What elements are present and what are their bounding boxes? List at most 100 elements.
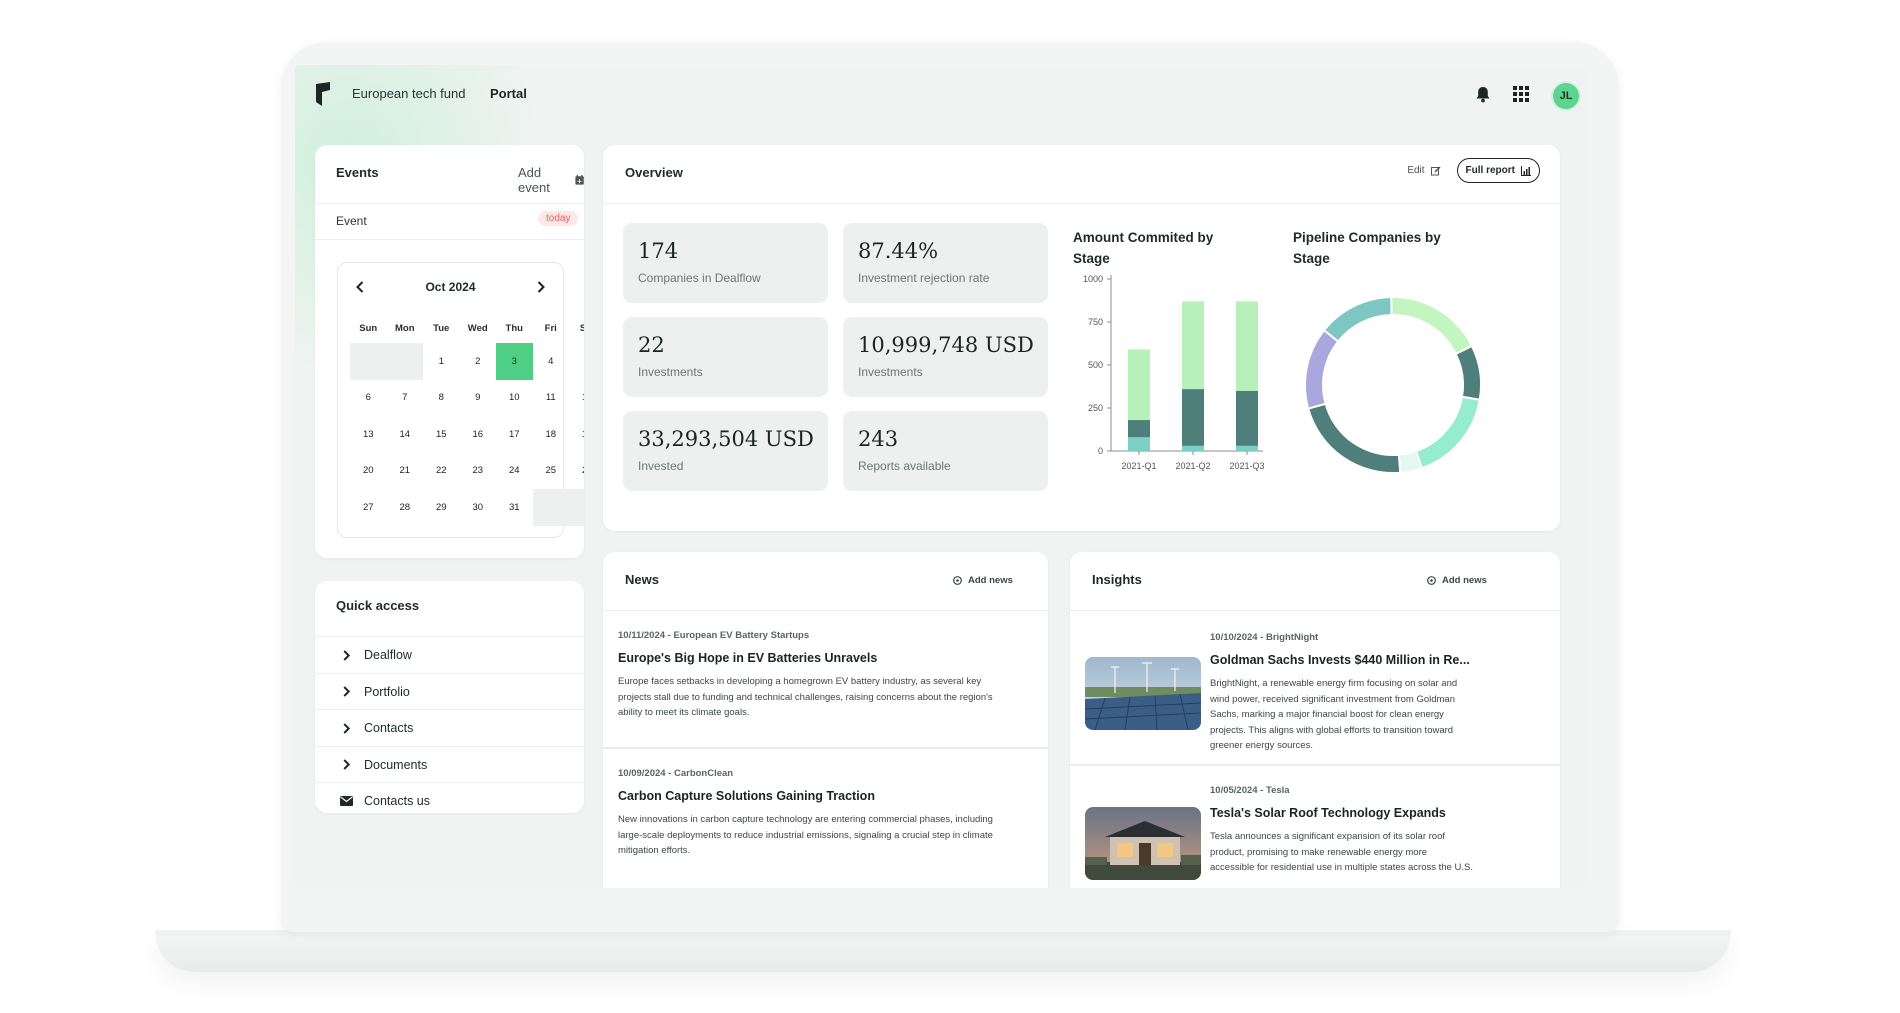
donut-slice[interactable] xyxy=(1304,328,1340,410)
calendar-day[interactable]: 17 xyxy=(508,428,520,440)
event-row-label[interactable]: Event xyxy=(336,214,367,228)
article[interactable]: 10/10/2024 - BrightNight Goldman Sachs In… xyxy=(1070,610,1560,766)
calendar-day[interactable]: 26 xyxy=(569,453,584,490)
stat-card[interactable]: 174 Companies in Dealflow xyxy=(623,223,828,303)
calendar-day[interactable]: 30 xyxy=(472,501,484,513)
calendar-day[interactable]: 5 xyxy=(569,343,584,380)
calendar-day[interactable]: 18 xyxy=(545,428,557,440)
article[interactable]: 10/09/2024 - CarbonClean Carbon Capture S… xyxy=(603,748,1048,886)
calendar-day[interactable]: 14 xyxy=(399,428,411,440)
stat-value: 174 xyxy=(638,239,679,263)
apps-grid-icon[interactable] xyxy=(1510,83,1532,105)
donut-slice[interactable] xyxy=(1306,402,1402,474)
calendar-day[interactable]: 16 xyxy=(472,428,484,440)
brand-logo-icon[interactable] xyxy=(315,82,331,106)
weekday-header: Thu xyxy=(505,322,523,334)
calendar-day[interactable]: 10 xyxy=(508,392,520,404)
calendar-day[interactable]: 23 xyxy=(472,465,484,477)
bar-segment[interactable] xyxy=(1128,437,1150,451)
solar-farm-image[interactable] xyxy=(1085,657,1201,730)
bar-segment[interactable] xyxy=(1236,390,1258,446)
quick-access-portfolio[interactable]: Portfolio xyxy=(315,672,584,710)
calendar-day[interactable]: 24 xyxy=(508,465,520,477)
calendar-day[interactable]: 25 xyxy=(545,465,557,477)
quick-access-dealflow[interactable]: Dealflow xyxy=(315,636,584,673)
user-avatar[interactable]: JL xyxy=(1551,81,1581,111)
article[interactable]: 10/05/2024 - Tesla Tesla's Solar Roof Tec… xyxy=(1070,765,1560,888)
chevron-right-icon xyxy=(336,722,356,734)
donut-slice[interactable] xyxy=(1414,395,1481,470)
envelope-icon xyxy=(336,796,356,806)
calendar-day[interactable]: 15 xyxy=(435,428,447,440)
article-title[interactable]: Goldman Sachs Invests $440 Million in Re… xyxy=(1210,653,1470,667)
edit-button[interactable]: Edit xyxy=(1407,165,1441,176)
stat-card[interactable]: 22 Investments xyxy=(623,317,828,397)
calendar-day[interactable]: 13 xyxy=(362,428,374,440)
stat-card[interactable]: 33,293,504 USD Invested xyxy=(623,411,828,491)
quick-access-contacts-us[interactable]: Contacts us xyxy=(315,782,584,813)
calendar-day-selected[interactable]: 3 xyxy=(496,343,533,380)
calendar-day[interactable]: 27 xyxy=(362,501,374,513)
article-summary-line: wind power, received significant investm… xyxy=(1210,693,1456,705)
calendar-day[interactable]: 2 xyxy=(475,355,481,367)
laptop-base xyxy=(155,930,1731,972)
full-report-button[interactable]: Full report xyxy=(1456,158,1540,183)
bar-segment[interactable] xyxy=(1182,301,1204,390)
calendar-day[interactable]: 8 xyxy=(438,392,444,404)
quick-access-label: Contacts xyxy=(364,721,414,735)
article-title[interactable]: Europe's Big Hope in EV Batteries Unrave… xyxy=(618,651,878,665)
events-card: Events Add event Event today Oct 2024 Su… xyxy=(315,145,584,558)
donut-slice[interactable] xyxy=(1322,295,1393,343)
app-title[interactable]: European tech fund xyxy=(352,86,466,101)
donut-slice[interactable] xyxy=(1454,344,1482,401)
bar-segment[interactable] xyxy=(1182,445,1204,451)
article-title[interactable]: Carbon Capture Solutions Gaining Tractio… xyxy=(618,789,875,803)
portal-link[interactable]: Portal xyxy=(490,86,527,101)
add-insight-button[interactable]: Add news xyxy=(1427,575,1487,586)
calendar-day[interactable]: 9 xyxy=(475,392,481,404)
calendar-day[interactable]: 20 xyxy=(362,465,374,477)
calendar-day[interactable]: 21 xyxy=(399,465,411,477)
chart-icon xyxy=(1521,165,1531,176)
bar-segment[interactable] xyxy=(1128,420,1150,438)
calendar-day[interactable]: 1 xyxy=(438,355,444,367)
bell-icon[interactable] xyxy=(1472,83,1494,105)
calendar-day[interactable]: 22 xyxy=(435,465,447,477)
insights-title: Insights xyxy=(1092,572,1142,587)
chevron-right-icon xyxy=(336,686,356,697)
bar-segment[interactable] xyxy=(1236,301,1258,391)
next-month-button[interactable] xyxy=(531,277,551,297)
bar-segment[interactable] xyxy=(1236,445,1258,451)
calendar-day[interactable]: 4 xyxy=(548,355,554,367)
calendar-day[interactable]: 11 xyxy=(545,392,556,404)
stat-card[interactable]: 87.44% Investment rejection rate xyxy=(843,223,1048,303)
quick-access-contacts[interactable]: Contacts xyxy=(315,709,584,746)
solar-house-image[interactable] xyxy=(1085,807,1201,880)
stat-label: Investments xyxy=(858,365,923,379)
article-summary-line: Europe faces setbacks in developing a ho… xyxy=(618,676,982,687)
bar-segment[interactable] xyxy=(1128,349,1150,421)
bar-segment[interactable] xyxy=(1182,389,1204,446)
calendar-day[interactable]: 31 xyxy=(508,501,520,513)
stat-card[interactable]: 243 Reports available xyxy=(843,411,1048,491)
x-tick-label: 2021-Q2 xyxy=(1175,461,1210,471)
quick-access-documents[interactable]: Documents xyxy=(315,745,584,783)
calendar-day[interactable]: 12 xyxy=(569,380,584,417)
quick-access-card: Quick access Dealflow Portfolio Contacts Do… xyxy=(315,581,584,813)
add-event-button[interactable]: Add event xyxy=(518,165,584,195)
article-title[interactable]: Tesla's Solar Roof Technology Expands xyxy=(1210,806,1446,820)
calendar-day[interactable]: 19 xyxy=(569,416,584,453)
donut-slice[interactable] xyxy=(1390,296,1474,356)
news-title: News xyxy=(625,572,659,587)
article-divider xyxy=(603,747,1048,749)
calendar-day[interactable]: 29 xyxy=(435,501,447,513)
calendar-day[interactable]: 6 xyxy=(365,392,371,404)
calendar-month: Oct 2024 xyxy=(425,280,476,294)
article[interactable]: 10/11/2024 - European EV Battery Startup… xyxy=(603,610,1048,749)
add-news-button[interactable]: Add news xyxy=(953,575,1013,586)
prev-month-button[interactable] xyxy=(350,277,370,297)
calendar-day[interactable]: 7 xyxy=(402,392,408,404)
stat-card[interactable]: 10,999,748 USD Investments xyxy=(843,317,1048,397)
article-summary-line: product, promising to make renewable ene… xyxy=(1210,846,1428,858)
calendar-day[interactable]: 28 xyxy=(399,501,411,513)
